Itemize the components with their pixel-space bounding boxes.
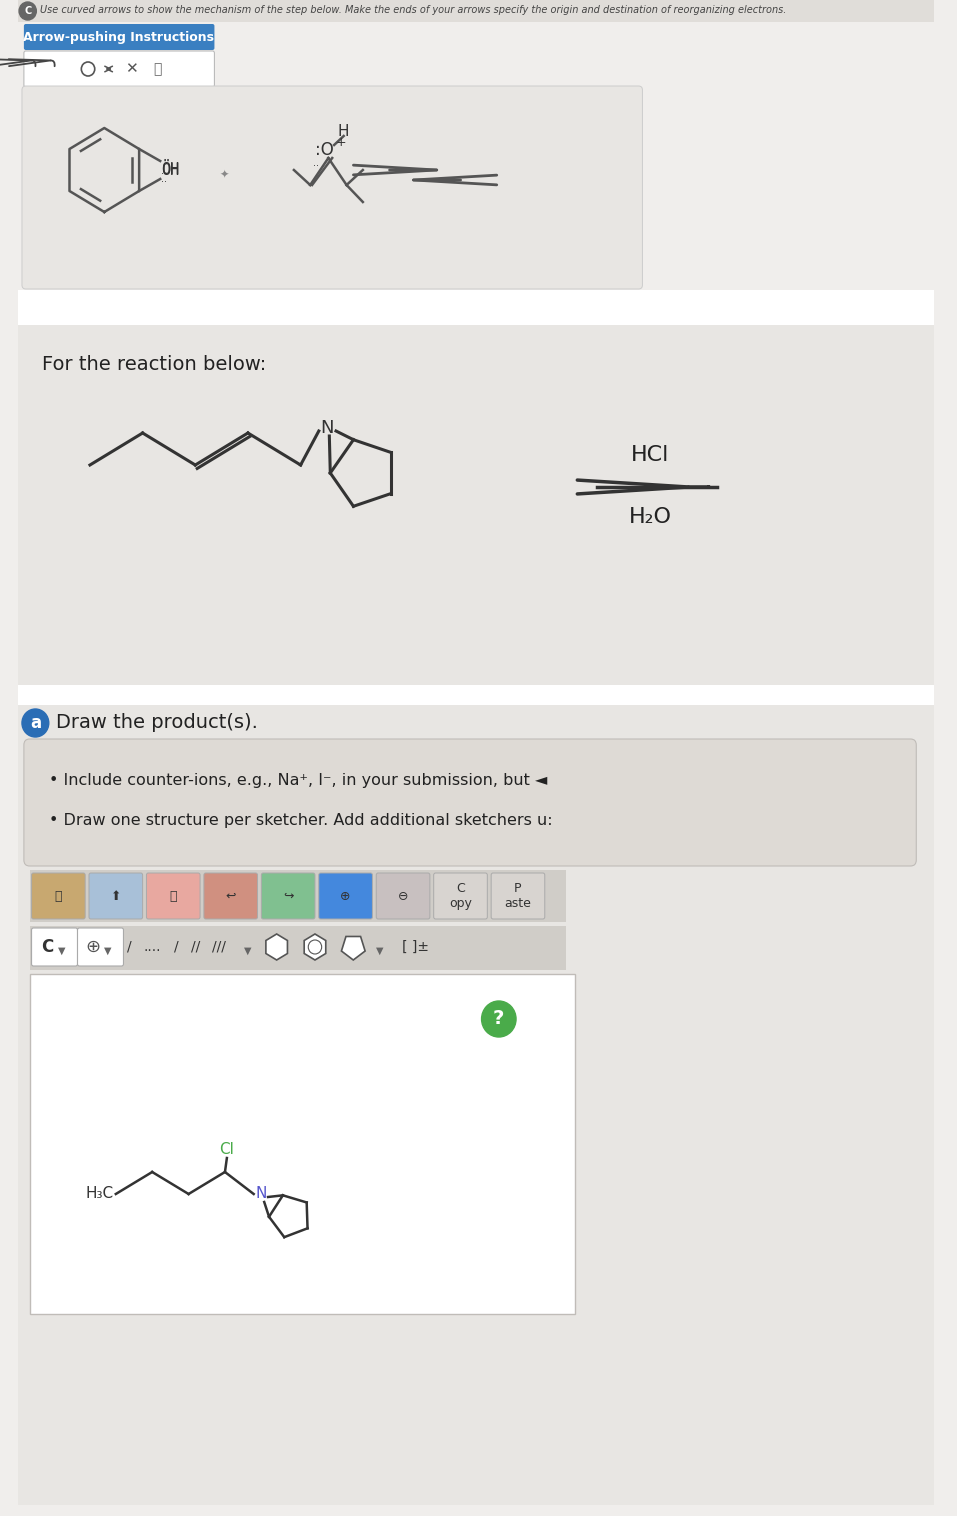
Text: HCl: HCl xyxy=(631,446,669,465)
Text: H₃C: H₃C xyxy=(86,1187,114,1202)
Text: ..: .. xyxy=(161,165,167,176)
Text: 🗑: 🗑 xyxy=(153,62,161,76)
FancyBboxPatch shape xyxy=(18,685,934,705)
Text: ✕: ✕ xyxy=(124,62,138,76)
FancyBboxPatch shape xyxy=(22,86,642,290)
FancyBboxPatch shape xyxy=(30,973,575,1314)
FancyBboxPatch shape xyxy=(434,873,487,919)
Circle shape xyxy=(22,709,49,737)
FancyBboxPatch shape xyxy=(24,24,214,50)
Text: ....: .... xyxy=(144,940,161,954)
FancyBboxPatch shape xyxy=(18,324,934,685)
Text: ✋: ✋ xyxy=(55,890,62,902)
Text: ..: .. xyxy=(161,174,167,183)
Text: ÖH: ÖH xyxy=(161,164,179,177)
Text: C: C xyxy=(24,6,32,17)
Text: [ ]±: [ ]± xyxy=(402,940,429,954)
Text: ..: .. xyxy=(313,158,319,168)
FancyBboxPatch shape xyxy=(319,873,372,919)
Text: ↪: ↪ xyxy=(283,890,294,902)
Text: ///: /// xyxy=(212,940,226,954)
Text: • Include counter-ions, e.g., Na⁺, I⁻, in your submission, but ◄: • Include counter-ions, e.g., Na⁺, I⁻, i… xyxy=(49,773,547,787)
FancyBboxPatch shape xyxy=(376,873,430,919)
FancyBboxPatch shape xyxy=(30,870,566,922)
FancyBboxPatch shape xyxy=(89,873,143,919)
FancyBboxPatch shape xyxy=(491,873,545,919)
Text: a: a xyxy=(30,714,41,732)
FancyBboxPatch shape xyxy=(146,873,200,919)
Text: ▼: ▼ xyxy=(376,946,384,957)
Text: ⬆: ⬆ xyxy=(111,890,121,902)
Text: ?: ? xyxy=(493,1010,504,1028)
Text: For the reaction below:: For the reaction below: xyxy=(42,355,266,374)
Text: P
aste: P aste xyxy=(504,882,531,910)
Text: N: N xyxy=(321,418,334,437)
Text: ▼: ▼ xyxy=(58,946,66,957)
Text: N: N xyxy=(256,1187,267,1202)
FancyBboxPatch shape xyxy=(24,52,214,86)
Text: ⊕: ⊕ xyxy=(341,890,351,902)
Circle shape xyxy=(308,940,322,954)
FancyBboxPatch shape xyxy=(204,873,257,919)
Text: C: C xyxy=(41,938,53,957)
Text: ▼: ▼ xyxy=(244,946,252,957)
Text: /: / xyxy=(127,940,131,954)
Text: Cl: Cl xyxy=(219,1143,234,1158)
FancyBboxPatch shape xyxy=(24,738,916,866)
Text: +: + xyxy=(336,135,346,149)
Text: /: / xyxy=(174,940,178,954)
FancyBboxPatch shape xyxy=(18,705,934,1505)
Text: ▼: ▼ xyxy=(104,946,112,957)
Text: Use curved arrows to show the mechanism of the step below. Make the ends of your: Use curved arrows to show the mechanism … xyxy=(40,5,787,15)
FancyBboxPatch shape xyxy=(18,290,934,324)
Text: ✦: ✦ xyxy=(219,170,229,180)
Text: ÖH: ÖH xyxy=(161,162,179,177)
Text: :O: :O xyxy=(315,141,334,159)
Text: ⊕: ⊕ xyxy=(85,938,100,957)
Text: ↩: ↩ xyxy=(226,890,236,902)
Text: Arrow-pushing Instructions: Arrow-pushing Instructions xyxy=(23,30,214,44)
Circle shape xyxy=(19,2,36,20)
Text: 🧹: 🧹 xyxy=(169,890,177,902)
FancyBboxPatch shape xyxy=(32,873,85,919)
Text: • Draw one structure per sketcher. Add additional sketchers u:: • Draw one structure per sketcher. Add a… xyxy=(49,813,552,828)
Text: H: H xyxy=(338,124,349,139)
FancyBboxPatch shape xyxy=(18,0,934,23)
Text: //: // xyxy=(190,940,200,954)
FancyBboxPatch shape xyxy=(32,928,78,966)
FancyBboxPatch shape xyxy=(30,926,566,970)
FancyBboxPatch shape xyxy=(78,928,123,966)
Text: Draw the product(s).: Draw the product(s). xyxy=(56,714,258,732)
Text: ⊖: ⊖ xyxy=(398,890,409,902)
Circle shape xyxy=(481,1001,516,1037)
Text: C
opy: C opy xyxy=(449,882,472,910)
Text: H₂O: H₂O xyxy=(629,506,672,528)
Circle shape xyxy=(81,62,95,76)
FancyBboxPatch shape xyxy=(261,873,315,919)
